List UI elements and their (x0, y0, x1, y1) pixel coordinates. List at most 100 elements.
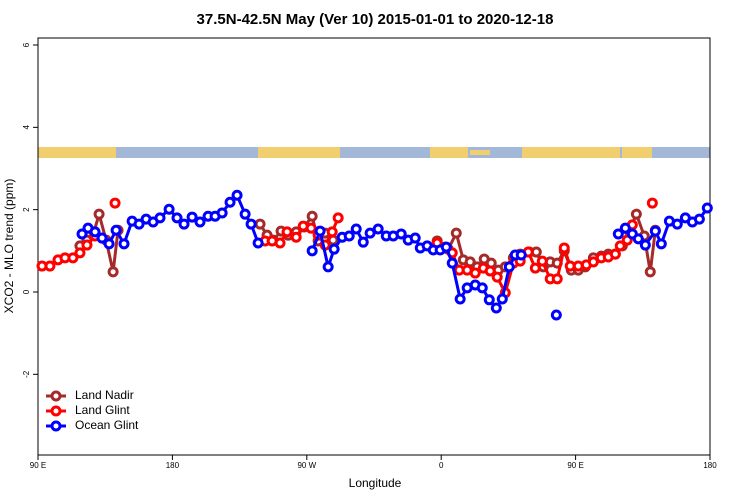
data-point (274, 237, 286, 249)
data-point (332, 212, 344, 224)
y-tick-label: 0 (22, 289, 31, 294)
data-point (306, 245, 318, 257)
data-point (252, 237, 264, 249)
data-point (609, 248, 621, 260)
data-point (364, 227, 376, 239)
data-point (529, 262, 541, 274)
data-point (503, 261, 515, 273)
data-point (103, 238, 115, 250)
data-point (231, 189, 243, 201)
data-point (216, 207, 228, 219)
legend-marker (50, 390, 62, 402)
data-point (96, 232, 108, 244)
x-axis-label: Longitude (349, 476, 402, 490)
data-point (89, 226, 101, 238)
y-tick-label: 6 (22, 42, 31, 47)
x-tick-label: 90 E (567, 461, 583, 470)
data-point (550, 309, 562, 321)
data-point (701, 202, 713, 214)
data-point (469, 267, 481, 279)
data-point (281, 226, 293, 238)
data-point (350, 223, 362, 235)
data-point (109, 197, 121, 209)
data-point (614, 240, 626, 252)
y-axis-label: XCO2 - MLO trend (ppm) (2, 179, 16, 314)
data-point (496, 293, 508, 305)
x-tick-label: 180 (166, 461, 180, 470)
data-point (450, 227, 462, 239)
data-point (118, 238, 130, 250)
data-point (74, 247, 86, 259)
legend-marker (50, 405, 62, 417)
data-point (163, 203, 175, 215)
data-point (646, 197, 658, 209)
y-tick-label: 2 (22, 207, 31, 212)
data-point (178, 218, 190, 230)
data-point (558, 242, 570, 254)
data-point (224, 196, 236, 208)
data-point (357, 236, 369, 248)
data-point (81, 239, 93, 251)
data-point (171, 212, 183, 224)
legend-label: Ocean Glint (75, 418, 139, 432)
data-point (67, 252, 79, 264)
y-tick-label: -2 (22, 370, 31, 378)
data-point (328, 243, 340, 255)
legend-marker (50, 420, 62, 432)
data-point (107, 266, 119, 278)
plot-frame (37, 37, 711, 456)
map-strip (38, 147, 710, 158)
data-point (671, 218, 683, 230)
data-point (587, 256, 599, 268)
data-point (186, 211, 198, 223)
data-point (483, 294, 495, 306)
data-point (133, 218, 145, 230)
legend-label: Land Glint (75, 403, 130, 417)
data-point (632, 233, 644, 245)
data-point (305, 222, 317, 234)
data-point (551, 273, 563, 285)
data-point (239, 208, 251, 220)
data-point (254, 218, 266, 230)
data-point (491, 271, 503, 283)
data-point (446, 257, 458, 269)
data-point (245, 218, 257, 230)
data-point (644, 266, 656, 278)
data-point (476, 282, 488, 294)
data-point (322, 261, 334, 273)
x-tick-label: 180 (703, 461, 717, 470)
data-point (515, 249, 527, 261)
data-point (154, 212, 166, 224)
x-tick-label: 0 (439, 461, 444, 470)
data-point (314, 225, 326, 237)
data-point (110, 224, 122, 236)
data-point (326, 226, 338, 238)
x-tick-label: 90 W (297, 461, 316, 470)
x-tick-label: 90 E (30, 461, 46, 470)
chart-title: 37.5N-42.5N May (Ver 10) 2015-01-01 to 2… (197, 11, 554, 28)
data-point (343, 230, 355, 242)
y-tick-label: 4 (22, 125, 31, 130)
data-point (630, 208, 642, 220)
data-point (44, 260, 56, 272)
data-point (649, 225, 661, 237)
data-point (454, 293, 466, 305)
data-point (409, 232, 421, 244)
data-point (290, 231, 302, 243)
data-point (93, 208, 105, 220)
data-point (619, 222, 631, 234)
data-point (693, 213, 705, 225)
data-point (484, 265, 496, 277)
data-point (655, 238, 667, 250)
data-point (440, 241, 452, 253)
data-point (372, 223, 384, 235)
data-point (395, 228, 407, 240)
data-point (194, 216, 206, 228)
data-point (490, 302, 502, 314)
data-point (639, 239, 651, 251)
data-point (612, 228, 624, 240)
legend-label: Land Nadir (75, 388, 134, 402)
